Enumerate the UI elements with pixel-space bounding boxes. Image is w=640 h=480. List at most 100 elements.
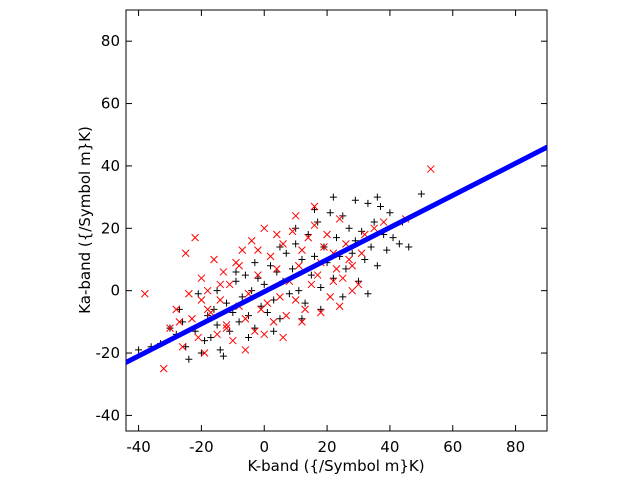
series-0-point	[317, 305, 325, 313]
series-0-point	[251, 324, 259, 332]
series-0-point	[295, 287, 303, 295]
series-0-point	[311, 206, 319, 214]
series-1-point	[357, 249, 366, 258]
x-tick-label: 40	[380, 438, 399, 456]
series-0-point	[251, 259, 259, 267]
series-0-point	[282, 249, 290, 257]
y-tick-label: 80	[101, 32, 120, 50]
series-1-point	[354, 280, 363, 289]
series-1-point	[301, 305, 309, 314]
series-2-fit-line	[126, 144, 547, 365]
series-0-point	[273, 268, 281, 276]
series-1-point	[279, 240, 287, 248]
series-1-point	[222, 321, 231, 329]
series-1-point	[191, 233, 199, 242]
series-0-point	[298, 255, 306, 263]
series-0-point	[235, 318, 243, 326]
series-1-point	[247, 236, 256, 245]
series-0-point	[207, 333, 215, 341]
series-0-point	[373, 193, 381, 201]
series-0-point	[219, 352, 227, 360]
series-0-point	[135, 346, 143, 354]
series-1-point	[260, 224, 269, 233]
series-1-point	[298, 317, 306, 326]
series-0-point	[304, 231, 312, 239]
series-0-point	[298, 315, 306, 323]
y-tick-label: 20	[101, 219, 120, 237]
series-1-point	[332, 264, 341, 273]
axis-ticks: -40 -20 0 20 40 60 80 -40 -20 0 20 40 60 80	[96, 10, 547, 456]
series-1-point	[197, 296, 206, 304]
series-1-point	[250, 327, 259, 336]
series-1-point	[228, 336, 237, 345]
series-0-point	[342, 265, 350, 273]
series-1-point	[269, 317, 278, 326]
series-1-point	[426, 165, 435, 173]
series-0-point	[329, 193, 337, 201]
series-1-point	[254, 246, 262, 254]
series-0-point	[201, 337, 209, 345]
series-1-point	[235, 261, 243, 270]
y-tick-label: 60	[101, 95, 120, 113]
series-1-point	[304, 233, 313, 242]
series-1-point	[254, 271, 262, 279]
series-0-point	[354, 277, 362, 285]
series-0-point	[345, 224, 353, 232]
x-tick-label: 0	[259, 438, 269, 456]
series-1-point	[188, 314, 196, 323]
series-1-point	[213, 330, 221, 339]
series-1-point	[159, 364, 168, 373]
series-0-point	[289, 265, 297, 273]
x-tick-label: 20	[318, 438, 337, 456]
series-0-point	[329, 274, 337, 282]
series-0-point	[307, 271, 315, 279]
series-1-point	[203, 305, 212, 314]
series-1-point	[216, 280, 225, 289]
series-0-point	[311, 252, 319, 260]
series-1-point	[172, 305, 181, 314]
y-tick-label: -20	[96, 344, 121, 362]
series-1-point	[310, 221, 319, 230]
series-1-point	[216, 296, 225, 304]
series-0-point	[395, 240, 403, 248]
series-1-point	[181, 249, 190, 258]
series-1-point	[210, 255, 218, 264]
series-1-point	[370, 224, 379, 233]
series-1-point	[260, 330, 269, 339]
series-1-point	[288, 227, 297, 236]
series-0-point	[238, 293, 246, 301]
series-0-point	[270, 296, 278, 304]
series-1-point	[140, 289, 149, 298]
series-1-point	[266, 252, 275, 261]
series-1-point	[219, 268, 228, 276]
series-1-point	[238, 246, 247, 254]
series-1-point	[326, 293, 335, 301]
series-0-point	[241, 271, 249, 279]
series-0-point	[348, 249, 356, 257]
series-0-point	[285, 290, 293, 298]
series-1-point	[345, 255, 353, 264]
series-0-point	[213, 287, 221, 295]
series-1-point	[200, 349, 209, 357]
x-tick-label: 60	[443, 438, 462, 456]
x-tick-label: -40	[126, 438, 151, 456]
series-1-point	[241, 346, 250, 354]
x-tick-label: 80	[506, 438, 525, 456]
y-tick-label: -40	[96, 406, 121, 424]
series-1-point	[166, 324, 174, 332]
series-1-point	[298, 246, 306, 254]
x-tick-label: -20	[189, 438, 214, 456]
series-1-point	[313, 271, 322, 279]
series-1-point	[348, 286, 357, 295]
series-1-point	[279, 333, 287, 342]
series-0-point	[223, 299, 231, 307]
series-0-point	[361, 255, 369, 263]
series-0-point	[179, 318, 187, 326]
series-0-point	[370, 218, 378, 226]
series-0-point	[292, 240, 300, 248]
y-tick-label: 40	[101, 157, 120, 175]
series-0-point	[405, 243, 413, 251]
series-1-point	[310, 202, 319, 211]
series-0-point	[351, 196, 359, 204]
series-1-point	[335, 215, 344, 223]
